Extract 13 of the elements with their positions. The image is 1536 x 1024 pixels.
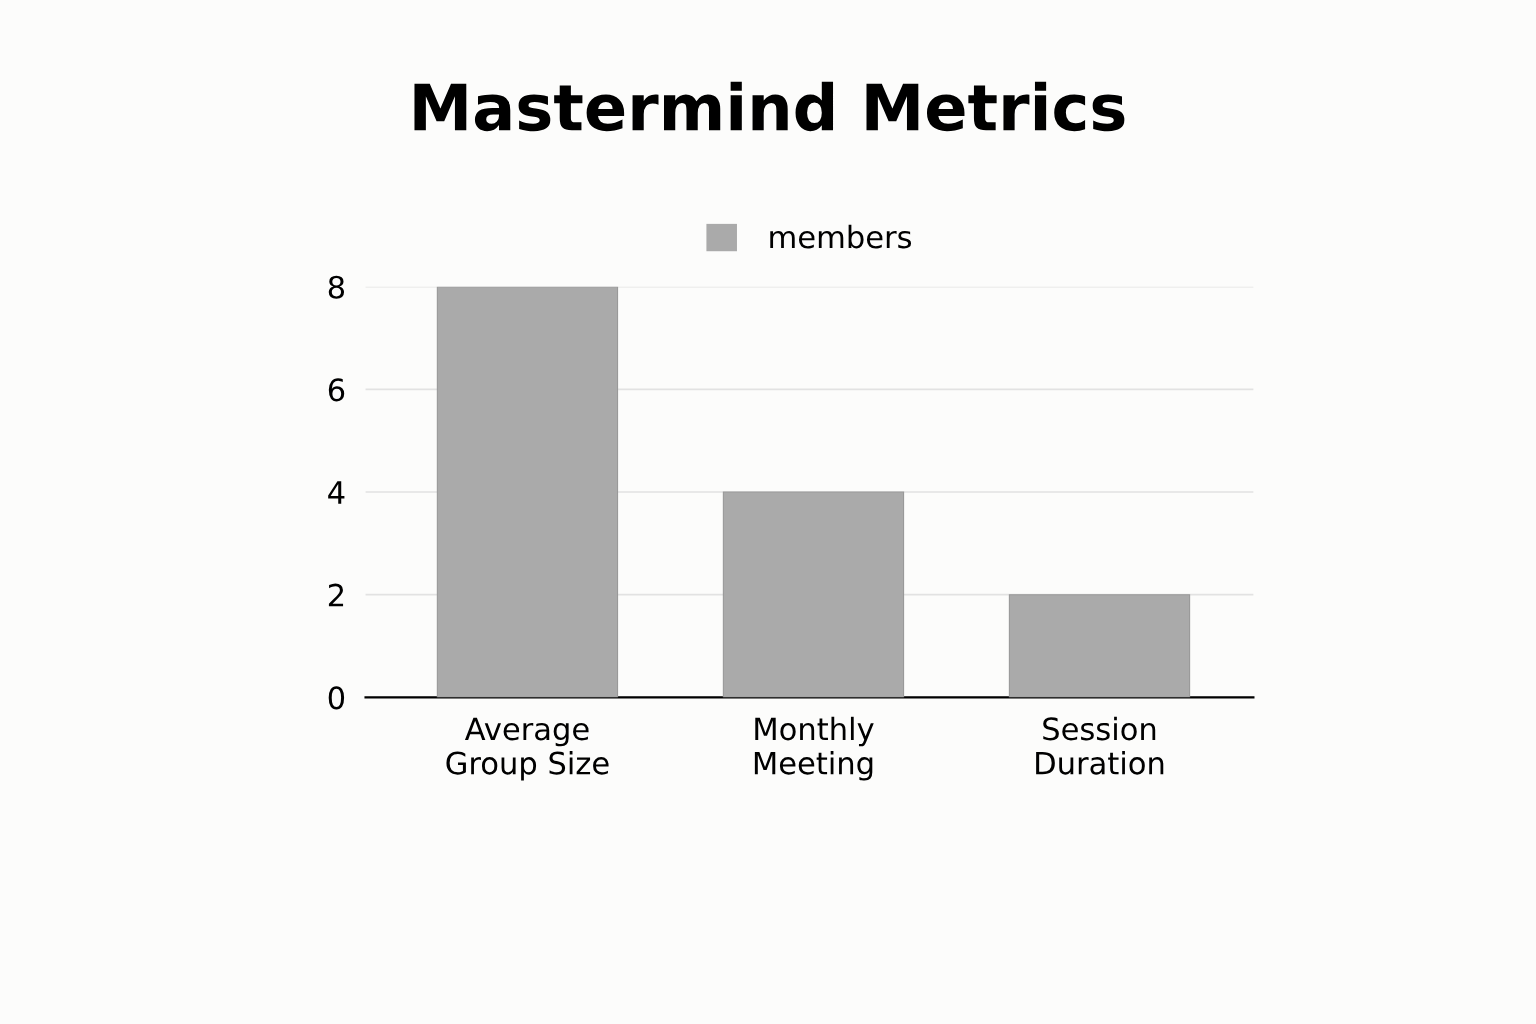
- bar: [436, 286, 619, 698]
- y-tick-label: 2: [328, 583, 344, 607]
- chart-title: Mastermind Metrics: [414, 81, 1125, 132]
- legend-label: members: [770, 224, 912, 249]
- y-tick-label: 0: [328, 686, 345, 710]
- x-tick-label: Monthly Meeting: [754, 716, 874, 781]
- bar: [1008, 594, 1191, 698]
- x-tick-label: Average Group Size: [446, 717, 609, 781]
- y-tick-label: 4: [328, 481, 345, 504]
- bar: [722, 491, 905, 698]
- x-tick-label: Session Duration: [1036, 716, 1164, 775]
- y-tick-label: 6: [328, 378, 345, 402]
- y-tick-label: 8: [328, 275, 345, 299]
